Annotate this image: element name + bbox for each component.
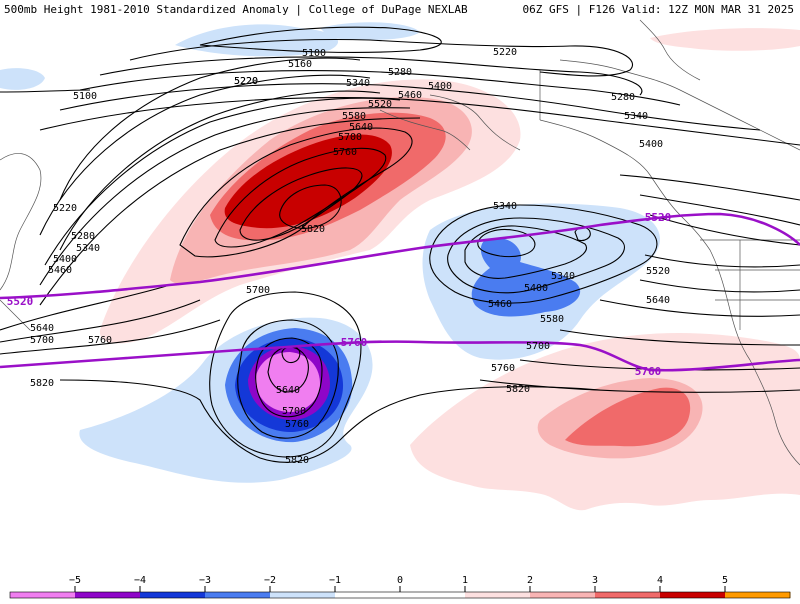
contour-label: 5820 bbox=[301, 224, 325, 235]
contour-label: 5760 bbox=[333, 147, 357, 158]
contour-label: 5640 bbox=[30, 323, 54, 334]
contour-label: 5460 bbox=[48, 265, 72, 276]
height-contours bbox=[0, 26, 800, 463]
colorbar-label: 0 bbox=[397, 575, 403, 586]
map-panel: 5100 5220 5220 5280 5340 5400 5460 5640 … bbox=[0, 18, 800, 570]
colorbar-label: −3 bbox=[199, 575, 211, 586]
map-svg: 5100 5220 5220 5280 5340 5400 5460 5640 … bbox=[0, 19, 800, 511]
colorbar-segment bbox=[400, 592, 466, 598]
contour-label: 5640 bbox=[646, 295, 670, 306]
colorbar: −5 −4 −3 −2 −1 0 1 2 3 4 5 bbox=[0, 570, 800, 600]
colorbar-labels: −5 −4 −3 −2 −1 0 1 2 3 4 5 bbox=[69, 575, 728, 586]
contour-label: 5100 bbox=[73, 91, 97, 102]
contour-label: 5220 bbox=[53, 203, 77, 214]
contour-label: 5220 bbox=[234, 76, 258, 87]
contour-label: 5700 bbox=[246, 285, 270, 296]
colorbar-label: 1 bbox=[462, 575, 468, 586]
colorbar-ticks bbox=[74, 586, 726, 592]
contour-label: 5280 bbox=[71, 231, 95, 242]
neg-anomaly-1-west bbox=[0, 68, 45, 90]
pos-anomaly-4-ridge bbox=[224, 134, 392, 229]
pos-anomaly-1-northeast bbox=[650, 28, 800, 51]
colorbar-label: 4 bbox=[657, 575, 663, 586]
contour-label-group-west: 5100 5220 5220 5280 5340 5400 5460 5640 … bbox=[30, 76, 258, 389]
contour-label: 5400 bbox=[53, 254, 77, 265]
contour-label: 5460 bbox=[488, 299, 512, 310]
contour-label: 5640 bbox=[349, 122, 373, 133]
neg-anomaly-1-north bbox=[175, 24, 339, 57]
contour-label: 5220 bbox=[493, 47, 517, 58]
contour-label: 5520 bbox=[646, 266, 670, 277]
colorbar-label: 5 bbox=[722, 575, 728, 586]
contour-label-group-south: 5700 5640 5700 5760 5820 5820 bbox=[246, 285, 309, 466]
contour-label: 5580 bbox=[342, 111, 366, 122]
contour-label: 5340 bbox=[346, 78, 370, 89]
contour-label: 5280 bbox=[388, 67, 412, 78]
contour-label: 5340 bbox=[76, 243, 100, 254]
contour-label: 5640 bbox=[276, 385, 300, 396]
colorbar-segment bbox=[10, 592, 76, 598]
contour-label: 5580 bbox=[540, 314, 564, 325]
colorbar-svg: −5 −4 −3 −2 −1 0 1 2 3 4 5 bbox=[9, 575, 791, 599]
purple-reference-lines bbox=[0, 212, 800, 372]
colorbar-segment bbox=[140, 592, 206, 598]
contour-label: 5340 bbox=[624, 111, 648, 122]
colorbar-segment bbox=[725, 592, 791, 598]
contour-labels: 5100 5220 5220 5280 5340 5400 5460 5640 … bbox=[30, 47, 670, 466]
contour-label: 5400 bbox=[524, 283, 548, 294]
colorbar-segment bbox=[595, 592, 661, 598]
purple-label-5760-east: 5760 bbox=[635, 365, 662, 378]
contour-label: 5820 bbox=[506, 384, 530, 395]
colorbar-label: −2 bbox=[264, 575, 276, 586]
colorbar-segment bbox=[270, 592, 336, 598]
contour-label: 5820 bbox=[30, 378, 54, 389]
contour-label-group-north: 5100 5160 5220 5220 5280 5340 5400 5460 … bbox=[234, 47, 517, 235]
colorbar-segment bbox=[530, 592, 596, 598]
contour-label: 5460 bbox=[398, 90, 422, 101]
contour-label: 5400 bbox=[428, 81, 452, 92]
colorbar-label: 3 bbox=[592, 575, 598, 586]
contour-label: 5280 bbox=[611, 92, 635, 103]
colorbar-label: −1 bbox=[329, 575, 341, 586]
colorbar-segments bbox=[9, 591, 791, 599]
contour-label: 5760 bbox=[491, 363, 515, 374]
contour-label: 5340 bbox=[493, 201, 517, 212]
colorbar-label: −5 bbox=[69, 575, 81, 586]
contour-label: 5520 bbox=[368, 99, 392, 110]
colorbar-segment bbox=[465, 592, 531, 598]
contour-label: 5760 bbox=[88, 335, 112, 346]
contour-label: 5400 bbox=[639, 139, 663, 150]
purple-line-labels: 5520 5760 5520 5760 bbox=[7, 211, 672, 378]
purple-label-5520-west: 5520 bbox=[7, 295, 34, 308]
contour-label: 5160 bbox=[288, 59, 312, 70]
colorbar-label: 2 bbox=[527, 575, 533, 586]
neg-anomaly-1-north2 bbox=[320, 22, 420, 40]
contour-label: 5820 bbox=[285, 455, 309, 466]
colorbar-segment bbox=[660, 592, 726, 598]
anomaly-shading bbox=[0, 22, 800, 511]
contour-label: 5700 bbox=[526, 341, 550, 352]
colorbar-label: −4 bbox=[134, 575, 146, 586]
colorbar-segment bbox=[75, 592, 141, 598]
title-bar: 500mb Height 1981-2010 Standardized Anom… bbox=[0, 0, 800, 18]
contour-label: 5760 bbox=[285, 419, 309, 430]
map-title: 500mb Height 1981-2010 Standardized Anom… bbox=[4, 3, 468, 16]
colorbar-segment bbox=[335, 592, 401, 598]
contour-label: 5700 bbox=[282, 406, 306, 417]
contour-label: 5220 bbox=[234, 76, 258, 87]
neg-anomaly-5-south bbox=[255, 352, 320, 412]
purple-label-5760-center: 5760 bbox=[341, 336, 368, 349]
contour-label: 5700 bbox=[30, 335, 54, 346]
contour-label: 5700 bbox=[338, 132, 362, 143]
model-valid-time: 06Z GFS | F126 Valid: 12Z MON MAR 31 202… bbox=[522, 3, 794, 16]
purple-label-5520-east: 5520 bbox=[645, 211, 672, 224]
contour-label: 5340 bbox=[551, 271, 575, 282]
pos-anomaly-3-southeast bbox=[565, 387, 691, 447]
colorbar-segment bbox=[205, 592, 271, 598]
contour-label-group-east: 5280 5340 5400 5340 5340 5400 5460 5520 … bbox=[488, 92, 670, 395]
contour-label: 5100 bbox=[302, 48, 326, 59]
